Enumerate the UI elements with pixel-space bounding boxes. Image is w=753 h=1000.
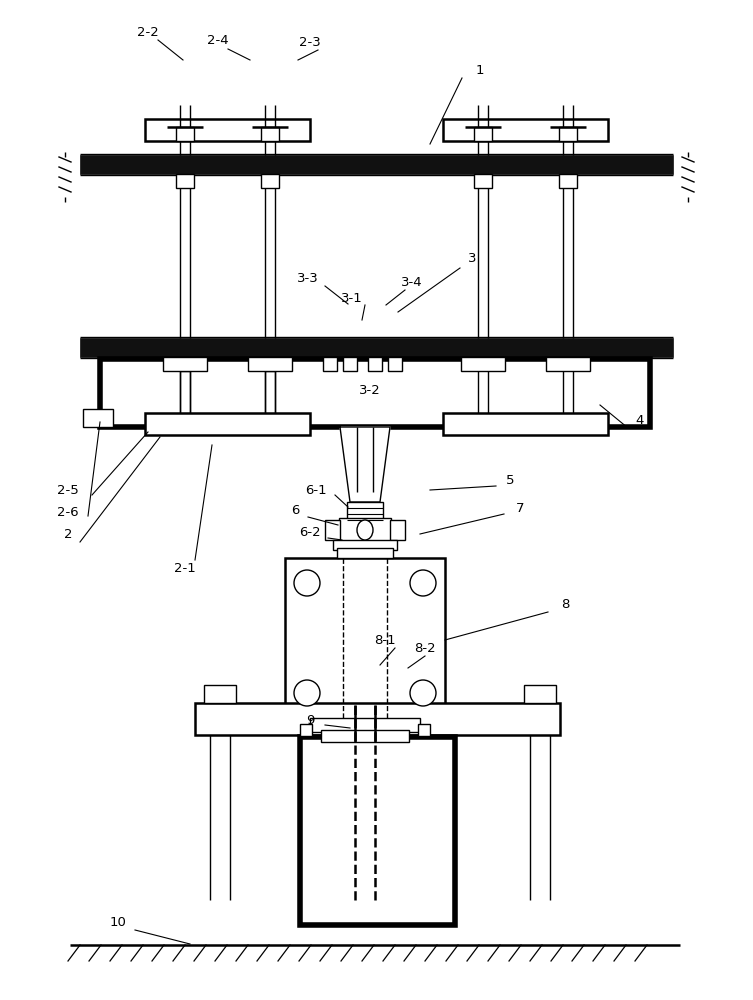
Text: 2-2: 2-2: [137, 25, 159, 38]
Text: 6-2: 6-2: [299, 526, 321, 538]
Bar: [325, 520, 340, 540]
Text: 2-1: 2-1: [174, 562, 196, 574]
Text: 2-5: 2-5: [57, 484, 79, 496]
Text: 1: 1: [476, 64, 484, 77]
Circle shape: [294, 680, 320, 706]
Bar: [559, 174, 577, 188]
Bar: [145, 119, 310, 141]
Text: 5: 5: [506, 474, 514, 487]
Text: 8: 8: [561, 598, 569, 611]
Bar: [546, 357, 590, 371]
Circle shape: [294, 570, 320, 596]
Bar: [80, 338, 673, 357]
Text: 10: 10: [110, 916, 127, 928]
Bar: [248, 357, 292, 371]
Polygon shape: [340, 427, 390, 502]
Text: 4: 4: [636, 414, 644, 426]
Bar: [390, 520, 405, 540]
Text: 2-3: 2-3: [299, 35, 321, 48]
Text: 8-2: 8-2: [414, 642, 436, 654]
Bar: [180, 371, 190, 421]
Bar: [443, 119, 608, 141]
Bar: [176, 127, 194, 141]
Bar: [321, 730, 409, 742]
Bar: [83, 409, 113, 427]
Text: 9: 9: [306, 714, 314, 726]
Bar: [388, 357, 402, 371]
Bar: [337, 548, 393, 558]
Bar: [418, 724, 430, 736]
Text: 2-4: 2-4: [207, 33, 229, 46]
Bar: [300, 724, 312, 736]
Bar: [100, 359, 650, 427]
Bar: [347, 502, 383, 520]
Bar: [524, 685, 556, 703]
Text: 6: 6: [291, 504, 299, 516]
Bar: [195, 703, 560, 735]
Text: 3-3: 3-3: [297, 271, 319, 284]
Bar: [461, 357, 505, 371]
Bar: [163, 357, 207, 371]
Text: 2-6: 2-6: [57, 506, 79, 518]
Text: 3: 3: [468, 251, 476, 264]
Bar: [333, 540, 397, 550]
Text: 3-4: 3-4: [401, 275, 423, 288]
Bar: [300, 737, 455, 925]
Bar: [368, 357, 382, 371]
Bar: [80, 155, 673, 174]
Bar: [343, 357, 357, 371]
Text: 3-2: 3-2: [359, 383, 381, 396]
Bar: [339, 518, 391, 542]
Bar: [323, 357, 337, 371]
Text: 8-1: 8-1: [374, 634, 396, 647]
Bar: [559, 127, 577, 141]
Bar: [265, 371, 275, 421]
Bar: [261, 127, 279, 141]
Text: 7: 7: [516, 502, 524, 514]
Circle shape: [410, 680, 436, 706]
Text: 2: 2: [64, 528, 72, 542]
Text: 3-1: 3-1: [341, 292, 363, 304]
Bar: [285, 558, 445, 718]
Bar: [261, 174, 279, 188]
Bar: [310, 718, 420, 732]
Bar: [176, 174, 194, 188]
Circle shape: [410, 570, 436, 596]
Bar: [204, 685, 236, 703]
Bar: [474, 127, 492, 141]
Text: 6-1: 6-1: [305, 484, 327, 496]
Bar: [443, 413, 608, 435]
Ellipse shape: [357, 520, 373, 540]
Bar: [474, 174, 492, 188]
Bar: [145, 413, 310, 435]
